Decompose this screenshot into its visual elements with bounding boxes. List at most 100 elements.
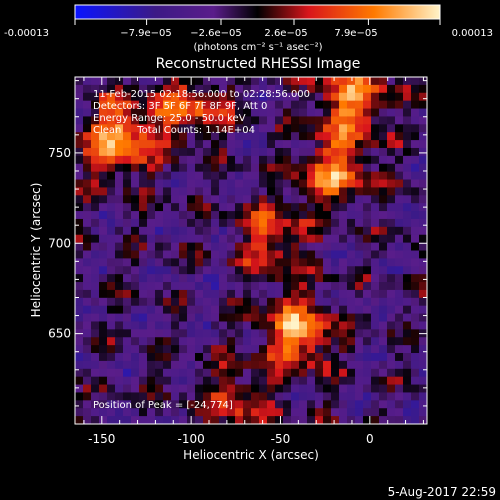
heatmap-cell (99, 250, 108, 259)
heatmap-cell (75, 108, 84, 117)
heatmap-cell (195, 77, 204, 86)
heatmap-cell (291, 187, 300, 196)
heatmap-cell (291, 195, 300, 204)
heatmap-cell (315, 408, 324, 417)
heatmap-cell (363, 360, 372, 370)
heatmap-cells (75, 77, 428, 425)
heatmap-cell (323, 321, 332, 330)
heatmap-cell (99, 337, 108, 346)
heatmap-cell (275, 211, 284, 220)
heatmap-cell (395, 171, 404, 180)
heatmap-cell (267, 353, 276, 362)
heatmap-cell (347, 116, 356, 125)
heatmap-cell (235, 124, 244, 133)
heatmap-cell (307, 297, 316, 307)
heatmap-cell (411, 416, 420, 425)
heatmap-cell (307, 258, 316, 267)
heatmap-cell (411, 282, 420, 291)
heatmap-cell (203, 368, 212, 378)
heatmap-cell (107, 100, 116, 109)
heatmap-cell (403, 392, 412, 401)
heatmap-cell (323, 392, 332, 401)
heatmap-cell (251, 211, 260, 220)
heatmap-cell (323, 274, 332, 283)
heatmap-cell (99, 266, 108, 275)
heatmap-cell (419, 242, 428, 251)
heatmap-cell (107, 147, 116, 157)
heatmap-cell (195, 92, 204, 102)
heatmap-cell (187, 368, 196, 378)
heatmap-cell (251, 100, 260, 109)
heatmap-cell (259, 353, 268, 362)
heatmap-cell (243, 116, 252, 125)
heatmap-cell (211, 163, 220, 173)
heatmap-cell (243, 384, 252, 393)
heatmap-cell (91, 321, 100, 330)
heatmap-cell (347, 258, 356, 267)
heatmap-cell (139, 258, 148, 267)
heatmap-cell (251, 368, 260, 378)
heatmap-cell (363, 329, 372, 338)
heatmap-cell (203, 329, 212, 338)
heatmap-cell (387, 408, 396, 417)
heatmap-cell (163, 124, 172, 133)
heatmap-cell (163, 203, 172, 212)
heatmap-cell (235, 234, 244, 244)
heatmap-cell (275, 345, 284, 354)
heatmap-cell (91, 274, 100, 283)
heatmap-cell (323, 132, 332, 141)
heatmap-cell (379, 163, 388, 173)
heatmap-cell (387, 376, 396, 385)
heatmap-cell (235, 242, 244, 251)
heatmap-cell (163, 368, 172, 378)
heatmap-cell (331, 218, 340, 228)
heatmap-cell (99, 400, 108, 409)
heatmap-cell (307, 226, 316, 236)
heatmap-cell (99, 218, 108, 228)
heatmap-cell (83, 195, 92, 204)
heatmap-cell (379, 100, 388, 109)
heatmap-cell (171, 155, 180, 165)
heatmap-cell (275, 203, 284, 212)
heatmap-cell (131, 203, 140, 212)
heatmap-cell (211, 345, 220, 354)
heatmap-cell (275, 353, 284, 362)
heatmap-cell (299, 108, 308, 117)
heatmap-cell (331, 416, 340, 425)
heatmap-cell (379, 416, 388, 425)
heatmap-cell (163, 179, 172, 188)
heatmap-cell (179, 226, 188, 236)
heatmap-cell (123, 305, 132, 314)
heatmap-cell (139, 353, 148, 362)
heatmap-cell (299, 400, 308, 409)
heatmap-cell (275, 305, 284, 314)
heatmap-cell (419, 258, 428, 267)
heatmap-cell (323, 258, 332, 267)
heatmap-cell (347, 416, 356, 425)
heatmap-cell (107, 187, 116, 196)
heatmap-cell (179, 305, 188, 314)
heatmap-cell (275, 360, 284, 370)
heatmap-cell (211, 266, 220, 275)
heatmap-cell (131, 400, 140, 409)
heatmap-cell (147, 147, 156, 157)
heatmap-cell (411, 329, 420, 338)
heatmap-cell (331, 321, 340, 330)
heatmap-cell (411, 171, 420, 180)
heatmap-cell (379, 147, 388, 157)
heatmap-cell (275, 77, 284, 86)
heatmap-cell (419, 305, 428, 314)
heatmap-cell (387, 384, 396, 393)
heatmap-cell (331, 132, 340, 141)
heatmap-cell (115, 84, 124, 94)
heatmap-cell (99, 203, 108, 212)
heatmap-cell (315, 392, 324, 401)
heatmap-cell (339, 108, 348, 117)
heatmap-cell (403, 92, 412, 102)
heatmap-cell (131, 368, 140, 378)
heatmap-cell (187, 360, 196, 370)
heatmap-cell (331, 100, 340, 109)
heatmap-cell (347, 274, 356, 283)
heatmap-cell (139, 171, 148, 180)
heatmap-cell (171, 92, 180, 102)
